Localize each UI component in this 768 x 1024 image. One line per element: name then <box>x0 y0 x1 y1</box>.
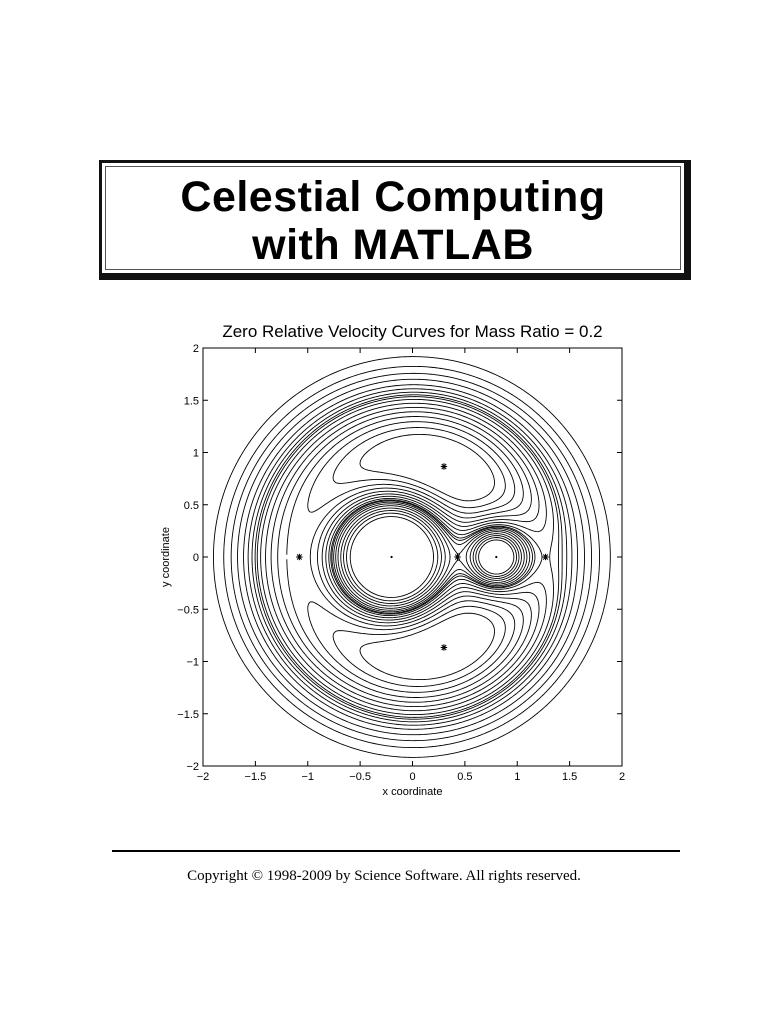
y-tick-label: −0.5 <box>177 604 199 616</box>
y-tick-label: −1.5 <box>177 709 199 721</box>
contour-line <box>237 378 585 736</box>
x-tick-label: −1.5 <box>245 771 267 783</box>
lagrange-point-marker <box>542 553 549 561</box>
chart-title: Zero Relative Velocity Curves for Mass R… <box>222 322 602 341</box>
x-tick-label: −0.5 <box>349 771 371 783</box>
contour-line <box>260 398 554 716</box>
x-tick-label: 0.5 <box>457 771 472 783</box>
contour-line <box>213 356 611 758</box>
y-tick-label: 0 <box>193 552 199 564</box>
lagrange-point-marker <box>454 553 461 561</box>
lagrange-point-marker <box>440 463 448 470</box>
contour-line <box>359 433 495 681</box>
contour-line <box>251 391 568 723</box>
x-tick-label: 1.5 <box>562 771 577 783</box>
contour-line <box>223 365 600 749</box>
horizontal-rule <box>112 850 680 852</box>
title-box-inner-border <box>105 166 681 270</box>
document-title-line-2: with MATLAB <box>252 221 534 269</box>
contour-line <box>270 406 540 708</box>
primary-mass-dot <box>495 555 498 559</box>
y-axis-label: y coordinate <box>160 527 172 587</box>
x-tick-label: 0 <box>409 771 415 783</box>
contour-line <box>256 396 560 718</box>
contour-line <box>307 421 516 693</box>
x-tick-label: −1 <box>301 771 314 783</box>
title-box: Celestial Computing with MATLAB <box>99 160 691 280</box>
y-tick-label: 0.5 <box>184 500 199 512</box>
x-tick-label: 1 <box>514 771 520 783</box>
contour-line <box>230 372 593 742</box>
x-tick-label: 2 <box>619 771 625 783</box>
y-tick-label: −1 <box>186 657 199 669</box>
contour-line <box>277 411 532 703</box>
contour-line <box>247 388 573 726</box>
contour-line <box>243 384 579 730</box>
lagrange-point-marker <box>296 553 303 561</box>
document-title-line-1: Celestial Computing <box>180 173 606 221</box>
contour-line <box>332 427 506 687</box>
copyright-notice: Copyright © 1998-2009 by Science Softwar… <box>187 868 581 884</box>
primary-mass-dot <box>390 555 393 559</box>
x-tick-label: −2 <box>197 771 210 783</box>
contour-line <box>286 416 524 698</box>
y-tick-label: 1.5 <box>184 395 199 407</box>
lagrange-point-marker <box>440 644 448 651</box>
contour-chart: −2 −1.5 −1 −0.5 0 0.5 1 1.5 2 −2 −1.5 −1 −0.5 0 0.5 1 1.… <box>160 322 625 798</box>
contour-figure: −2 −1.5 −1 −0.5 0 0.5 1 1.5 2 −2 −1.5 −1 −0.5 0 0.5 1 1.… <box>150 310 650 810</box>
y-tick-label: 2 <box>193 343 199 355</box>
y-tick-label: 1 <box>193 448 199 460</box>
x-axis-label: x coordinate <box>383 786 443 798</box>
y-tick-label: −2 <box>186 761 199 773</box>
contour-line <box>265 402 547 712</box>
contour-line <box>254 394 563 720</box>
